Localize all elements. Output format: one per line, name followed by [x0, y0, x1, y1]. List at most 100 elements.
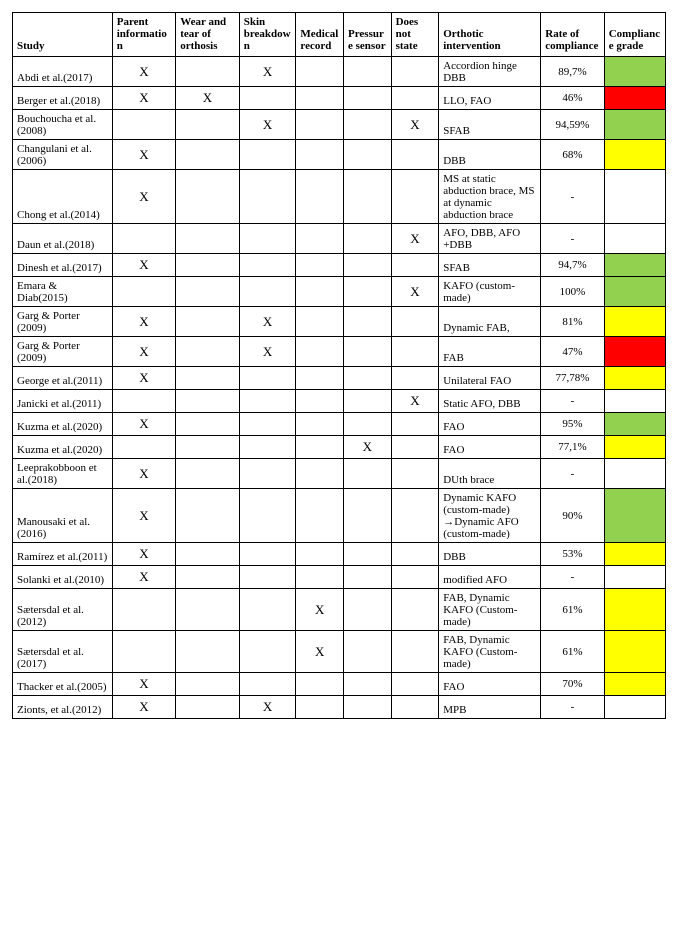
- cell-parent: X: [112, 140, 175, 170]
- cell-does: [391, 589, 439, 631]
- cell-grade: [604, 307, 665, 337]
- cell-rate: 61%: [541, 589, 604, 631]
- cell-study: Berger et al.(2018): [13, 87, 113, 110]
- cell-grade: [604, 170, 665, 224]
- cell-orthotic: Dynamic FAB,: [439, 307, 541, 337]
- cell-parent: [112, 631, 175, 673]
- cell-wear: [176, 337, 239, 367]
- cell-grade: [604, 337, 665, 367]
- cell-does: X: [391, 390, 439, 413]
- cell-wear: [176, 631, 239, 673]
- cell-skin: [239, 87, 296, 110]
- cell-orthotic: DBB: [439, 543, 541, 566]
- cell-grade: [604, 57, 665, 87]
- cell-rate: 89,7%: [541, 57, 604, 87]
- cell-rate: 94,59%: [541, 110, 604, 140]
- cell-rate: -: [541, 170, 604, 224]
- table-row: Changulani et al.(2006)XDBB68%: [13, 140, 666, 170]
- cell-medical: [296, 140, 344, 170]
- cell-pressure: [344, 224, 392, 254]
- cell-rate: 77,1%: [541, 436, 604, 459]
- table-row: Kuzma et al.(2020)XFAO95%: [13, 413, 666, 436]
- cell-skin: X: [239, 696, 296, 719]
- cell-does: [391, 57, 439, 87]
- cell-rate: -: [541, 390, 604, 413]
- cell-pressure: [344, 673, 392, 696]
- table-row: Garg & Porter (2009)XXFAB47%: [13, 337, 666, 367]
- table-row: Dinesh et al.(2017)XSFAB94,7%: [13, 254, 666, 277]
- cell-orthotic: SFAB: [439, 110, 541, 140]
- cell-rate: -: [541, 566, 604, 589]
- cell-does: [391, 673, 439, 696]
- cell-parent: X: [112, 543, 175, 566]
- col-header-does: Does not state: [391, 13, 439, 57]
- cell-skin: [239, 140, 296, 170]
- cell-study: Sætersdal et al.(2012): [13, 589, 113, 631]
- cell-pressure: [344, 254, 392, 277]
- cell-study: Ramírez et al.(2011): [13, 543, 113, 566]
- cell-orthotic: AFO, DBB, AFO +DBB: [439, 224, 541, 254]
- cell-does: X: [391, 110, 439, 140]
- cell-medical: [296, 337, 344, 367]
- cell-grade: [604, 696, 665, 719]
- cell-study: Emara & Diab(2015): [13, 277, 113, 307]
- cell-skin: X: [239, 110, 296, 140]
- cell-orthotic: Static AFO, DBB: [439, 390, 541, 413]
- cell-grade: [604, 390, 665, 413]
- cell-does: [391, 696, 439, 719]
- cell-medical: [296, 696, 344, 719]
- cell-does: X: [391, 277, 439, 307]
- cell-does: [391, 543, 439, 566]
- cell-pressure: [344, 87, 392, 110]
- cell-rate: 95%: [541, 413, 604, 436]
- cell-does: [391, 140, 439, 170]
- cell-pressure: [344, 110, 392, 140]
- cell-grade: [604, 224, 665, 254]
- cell-medical: [296, 170, 344, 224]
- cell-wear: [176, 254, 239, 277]
- cell-orthotic: modified AFO: [439, 566, 541, 589]
- cell-orthotic: Unilateral FAO: [439, 367, 541, 390]
- table-row: Chong et al.(2014)XMS at static abductio…: [13, 170, 666, 224]
- cell-medical: X: [296, 631, 344, 673]
- cell-skin: [239, 170, 296, 224]
- cell-wear: [176, 673, 239, 696]
- cell-parent: X: [112, 673, 175, 696]
- cell-grade: [604, 631, 665, 673]
- cell-wear: [176, 140, 239, 170]
- cell-pressure: [344, 367, 392, 390]
- cell-rate: 77,78%: [541, 367, 604, 390]
- cell-medical: [296, 277, 344, 307]
- cell-skin: [239, 277, 296, 307]
- cell-grade: [604, 543, 665, 566]
- col-header-medical: Medical record: [296, 13, 344, 57]
- cell-wear: [176, 277, 239, 307]
- cell-skin: [239, 673, 296, 696]
- cell-study: George et al.(2011): [13, 367, 113, 390]
- cell-medical: [296, 254, 344, 277]
- cell-medical: [296, 543, 344, 566]
- cell-does: [391, 87, 439, 110]
- table-row: Thacker et al.(2005)XFAO70%: [13, 673, 666, 696]
- cell-rate: 81%: [541, 307, 604, 337]
- cell-pressure: [344, 589, 392, 631]
- cell-does: [391, 254, 439, 277]
- cell-skin: [239, 390, 296, 413]
- cell-wear: [176, 57, 239, 87]
- col-header-orth: Orthotic intervention: [439, 13, 541, 57]
- cell-skin: X: [239, 57, 296, 87]
- cell-parent: X: [112, 87, 175, 110]
- cell-medical: [296, 110, 344, 140]
- cell-grade: [604, 436, 665, 459]
- cell-orthotic: MS at static abduction brace, MS at dyna…: [439, 170, 541, 224]
- cell-grade: [604, 413, 665, 436]
- table-row: Zionts, et al.(2012)XXMPB-: [13, 696, 666, 719]
- table-row: Sætersdal et al.(2017)XFAB, Dynamic KAFO…: [13, 631, 666, 673]
- cell-rate: -: [541, 224, 604, 254]
- cell-orthotic: FAB: [439, 337, 541, 367]
- cell-orthotic: KAFO (custom-made): [439, 277, 541, 307]
- table-row: Daun et al.(2018)XAFO, DBB, AFO +DBB-: [13, 224, 666, 254]
- cell-medical: [296, 566, 344, 589]
- cell-pressure: [344, 543, 392, 566]
- cell-medical: X: [296, 589, 344, 631]
